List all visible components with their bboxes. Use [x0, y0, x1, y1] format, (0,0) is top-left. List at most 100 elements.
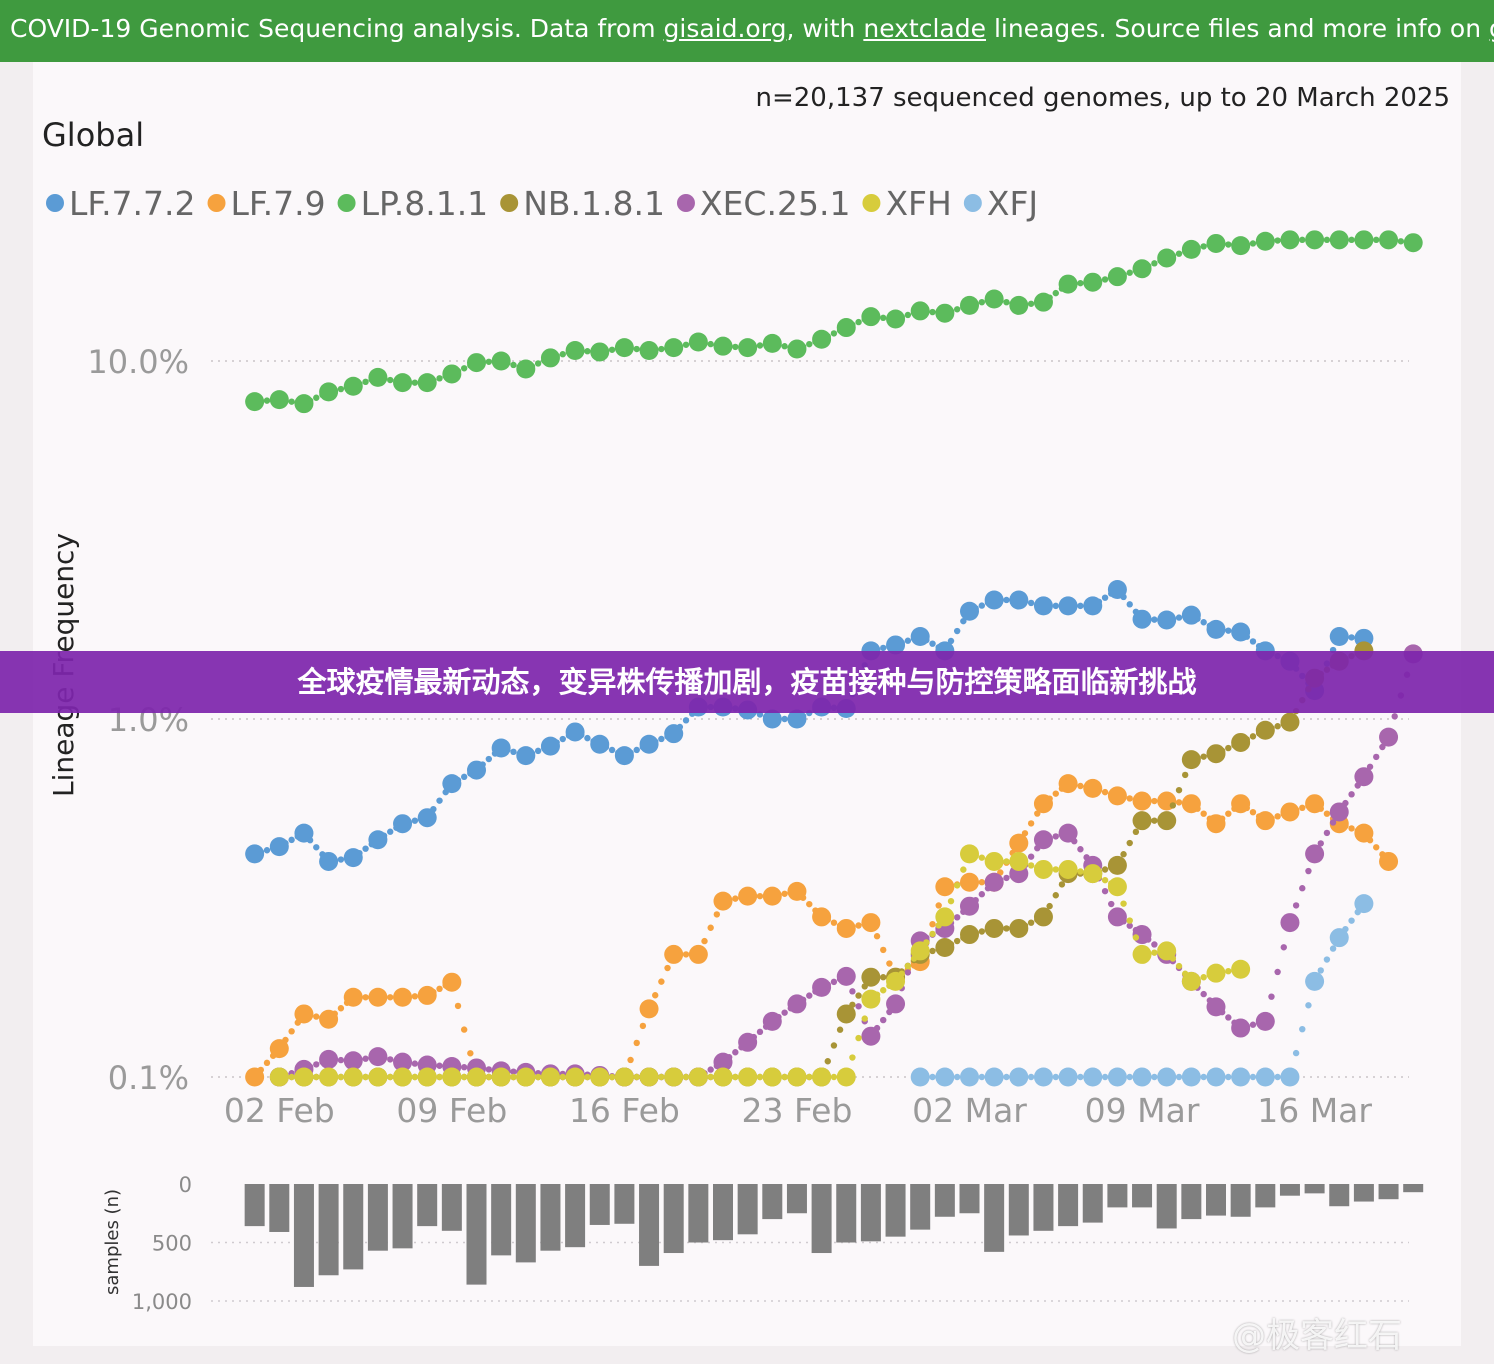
series-bead: [313, 394, 320, 401]
sample-bar: [1206, 1184, 1226, 1216]
data-point: [343, 848, 363, 868]
series-bead: [1126, 1073, 1133, 1081]
series-bead: [411, 817, 419, 824]
data-point: [1181, 605, 1201, 625]
data-point: [910, 941, 930, 961]
series-bead: [1151, 817, 1158, 824]
series-bead: [781, 1073, 788, 1081]
data-point: [664, 338, 684, 358]
data-point: [1157, 941, 1177, 961]
series-bead: [313, 1013, 320, 1020]
data-point: [1107, 267, 1127, 287]
legend-marker: [500, 194, 519, 212]
data-point: [343, 1067, 363, 1087]
sample-bar: [1107, 1184, 1128, 1208]
series-bead: [929, 1073, 936, 1081]
series-bead: [682, 1073, 690, 1081]
series-bead: [1108, 900, 1115, 908]
series-bead: [633, 1073, 640, 1081]
series-bead: [1175, 799, 1183, 806]
series-bead: [288, 836, 295, 844]
data-point: [688, 1067, 708, 1087]
y-axis-ticks: 0.1%1.0%10.0%: [87, 343, 189, 1097]
data-point: [787, 994, 807, 1014]
series-bead: [1200, 974, 1207, 981]
data-point: [960, 601, 979, 621]
data-point: [1255, 811, 1275, 831]
series-bead: [387, 1056, 394, 1063]
data-point: [368, 1067, 388, 1087]
data-point: [417, 1067, 437, 1087]
data-point: [1132, 259, 1152, 279]
data-point: [960, 1067, 979, 1087]
series-bead: [1077, 602, 1084, 610]
github-link[interactable]: github: [1489, 14, 1494, 43]
series-bead: [849, 988, 856, 995]
sample-bar: [984, 1184, 1005, 1252]
series-bead: [904, 637, 912, 644]
series-bead: [460, 773, 468, 781]
series-bead: [1305, 867, 1312, 875]
series-LF.7.7.2: [245, 580, 1374, 871]
series-bead: [1200, 990, 1207, 998]
legend-label: XFH: [885, 184, 951, 223]
data-point: [1329, 230, 1349, 250]
series-bead: [411, 993, 419, 1000]
series-bead: [1181, 771, 1189, 779]
data-point: [787, 709, 807, 729]
series-bead: [1027, 1073, 1035, 1081]
series-bead: [1225, 1073, 1232, 1081]
series-bead: [978, 854, 986, 861]
series-bead: [861, 1015, 868, 1022]
series-bead: [362, 378, 369, 386]
data-point: [1033, 907, 1053, 927]
series-bead: [1027, 300, 1035, 307]
series-bead: [701, 937, 708, 945]
series-bead: [1317, 967, 1324, 974]
series-bead: [559, 1073, 566, 1081]
legend-marker: [337, 194, 356, 212]
legend-marker: [207, 194, 226, 212]
data-point: [1181, 794, 1201, 814]
series-bead: [510, 1068, 517, 1075]
series-bead: [947, 897, 955, 905]
series-bead: [953, 882, 961, 889]
data-point: [984, 872, 1004, 892]
data-point: [1231, 959, 1251, 979]
series-bead: [1274, 968, 1281, 976]
data-point: [590, 734, 610, 754]
data-point: [417, 373, 437, 393]
nextclade-link[interactable]: nextclade: [863, 14, 986, 43]
sample-bar: [293, 1184, 314, 1287]
data-point: [688, 944, 708, 964]
data-point: [812, 977, 832, 997]
series-bead: [460, 1026, 468, 1033]
series-bead: [1052, 790, 1059, 797]
data-point: [1255, 1067, 1275, 1087]
data-point: [984, 1067, 1004, 1087]
data-point: [836, 1004, 856, 1024]
data-point: [467, 1067, 486, 1087]
data-point: [1181, 750, 1201, 770]
data-point: [1329, 802, 1349, 822]
data-point: [935, 303, 955, 323]
series-bead: [953, 1073, 961, 1081]
series-bead: [880, 644, 887, 652]
data-point: [540, 736, 560, 756]
sample-bar: [1329, 1184, 1350, 1207]
data-point: [1009, 918, 1029, 938]
series-bead: [756, 892, 764, 900]
sample-bar: [860, 1184, 881, 1242]
series-bead: [806, 900, 813, 908]
sample-bar: [639, 1184, 660, 1266]
series-bead: [1169, 802, 1177, 809]
data-point: [762, 709, 782, 729]
gisaid-link[interactable]: gisaid.org: [663, 14, 787, 43]
data-point: [738, 338, 758, 358]
data-point: [1107, 877, 1127, 897]
series-bead: [830, 919, 838, 926]
x-tick-label: 16 Feb: [569, 1091, 680, 1130]
series-bead: [1299, 885, 1306, 892]
series-bead: [1175, 250, 1183, 257]
samples-y-ticks: 0 500 1,000: [132, 1173, 192, 1314]
